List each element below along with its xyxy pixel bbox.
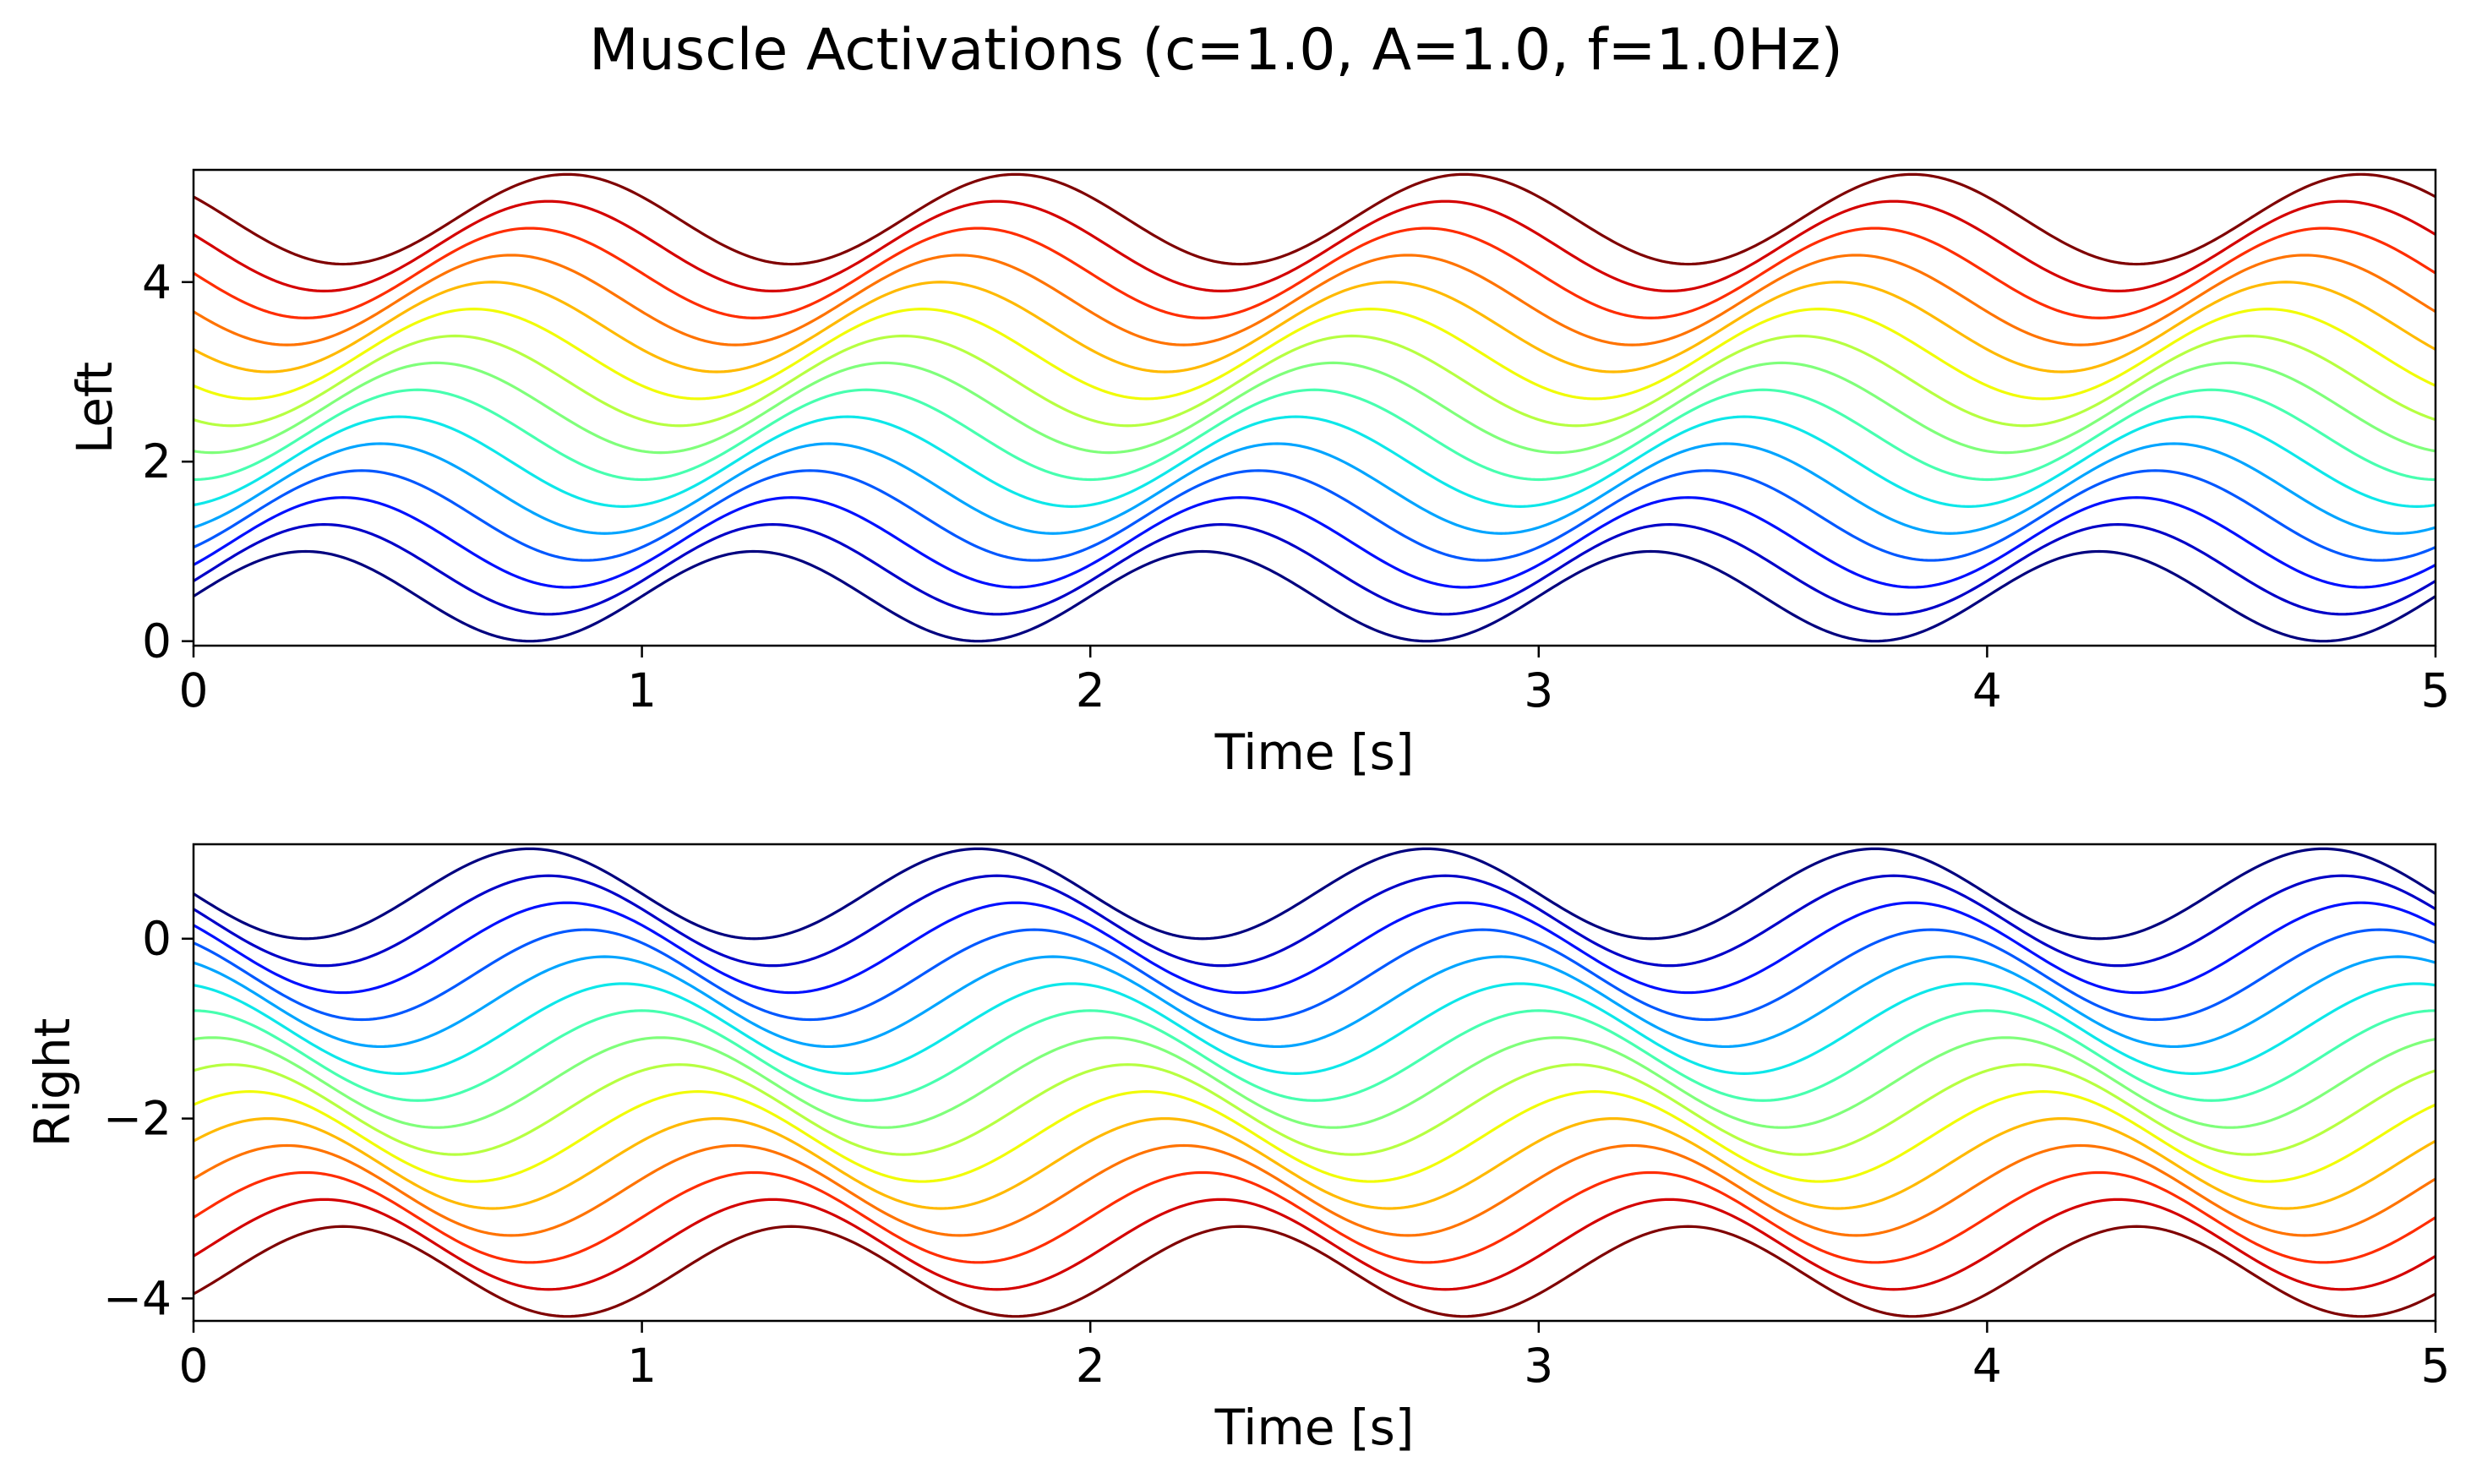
x-tick-label: 5 [2421, 663, 2451, 717]
x-tick-label: 0 [179, 1339, 209, 1393]
series-line-3 [194, 496, 2436, 589]
y-axis-label: Left [66, 362, 123, 454]
axes-frame [192, 168, 2437, 647]
x-tick-label: 1 [627, 663, 657, 717]
series-line-12 [194, 1143, 2436, 1237]
series-line-6 [194, 982, 2436, 1075]
series-group [194, 172, 2436, 643]
series-line-2 [194, 874, 2436, 968]
series-line-9 [194, 1063, 2436, 1156]
x-tick-label: 2 [1076, 1339, 1105, 1393]
series-line-1 [194, 549, 2436, 643]
series-line-8 [194, 1036, 2436, 1129]
chart-title: Muscle Activations (c=1.0, A=1.0, f=1.0H… [589, 17, 1843, 84]
series-line-11 [194, 281, 2436, 374]
y-tick-label: 4 [142, 255, 172, 309]
subplot-right: 0 1 2 3 4 5 0 −2 −4 Time [s] Right [24, 843, 2451, 1456]
series-line-4 [194, 469, 2436, 562]
y-tick-label: −4 [103, 1271, 172, 1325]
series-line-15 [194, 172, 2436, 266]
series-line-7 [194, 388, 2436, 482]
series-line-12 [194, 254, 2436, 346]
series-line-6 [194, 415, 2436, 508]
x-tick-label: 4 [1972, 663, 2002, 717]
series-line-13 [194, 1170, 2436, 1264]
series-line-2 [194, 522, 2436, 616]
series-line-4 [194, 928, 2436, 1022]
series-line-5 [194, 955, 2436, 1049]
series-line-10 [194, 308, 2436, 401]
y-tick-label: 0 [142, 912, 172, 966]
series-line-14 [194, 199, 2436, 293]
y-tick-label: 0 [142, 614, 172, 668]
series-line-7 [194, 1009, 2436, 1102]
series-line-13 [194, 226, 2436, 319]
series-line-9 [194, 334, 2436, 428]
y-tick-label: 2 [142, 434, 172, 488]
series-line-14 [194, 1198, 2436, 1291]
x-tick-label: 1 [627, 1339, 657, 1393]
series-group [194, 847, 2436, 1318]
series-line-5 [194, 442, 2436, 535]
axes-frame [192, 843, 2437, 1323]
x-tick-label: 4 [1972, 1339, 2002, 1393]
x-tick-label: 5 [2421, 1339, 2451, 1393]
series-line-1 [194, 847, 2436, 941]
x-axis-label: Time [s] [1214, 1399, 1415, 1456]
y-axis-label: Right [24, 1018, 81, 1148]
series-line-15 [194, 1225, 2436, 1318]
x-tick-label: 0 [179, 663, 209, 717]
x-axis-label: Time [s] [1214, 723, 1415, 781]
series-line-3 [194, 901, 2436, 995]
series-line-8 [194, 361, 2436, 455]
series-line-10 [194, 1090, 2436, 1183]
subplot-left: 0 1 2 3 4 5 0 2 4 Time [s] Left [66, 168, 2451, 781]
x-tick-label: 3 [1524, 663, 1553, 717]
y-tick-label: −2 [103, 1092, 172, 1146]
x-tick-label: 2 [1076, 663, 1105, 717]
x-tick-label: 3 [1524, 1339, 1553, 1393]
series-line-11 [194, 1116, 2436, 1210]
